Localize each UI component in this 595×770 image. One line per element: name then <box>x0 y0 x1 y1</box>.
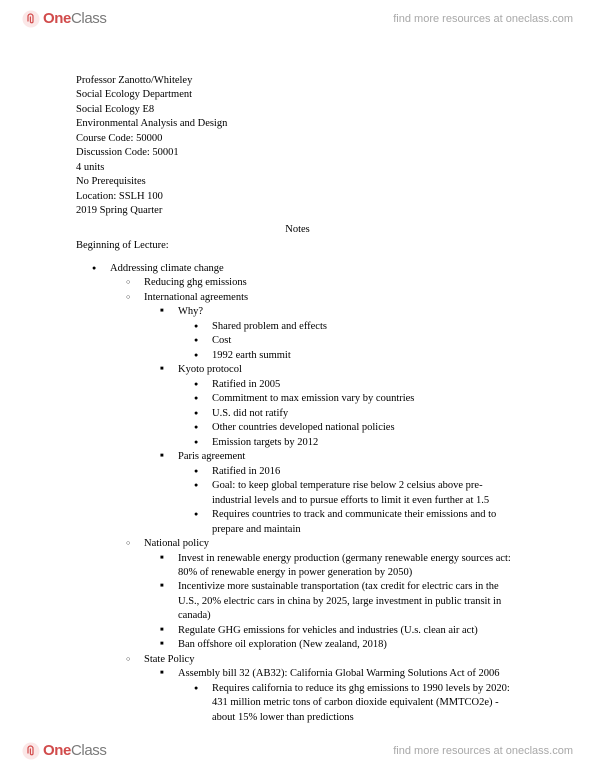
list-item: Ratified in 2016 <box>212 465 519 479</box>
list-item: Shared problem and effects <box>212 320 519 334</box>
paperclip-icon <box>22 742 40 760</box>
list-item: National policy Invest in renewable ener… <box>144 537 519 653</box>
outline-text: Invest in renewable energy production (g… <box>178 553 511 578</box>
outline-text: Emission targets by 2012 <box>212 437 318 448</box>
outline-text: Requires countries to track and communic… <box>212 509 496 534</box>
list-item: Requires countries to track and communic… <box>212 508 519 537</box>
brand-logo-footer: OneClass <box>22 742 107 760</box>
list-item: Other countries developed national polic… <box>212 421 519 435</box>
outline-l1b-iii: Paris agreement <box>178 451 245 462</box>
outline-l1a: Reducing ghg emissions <box>144 277 247 288</box>
outline-level-4: Ratified in 2005 Commitment to max emiss… <box>178 378 519 450</box>
list-item: Why? Shared problem and effects Cost 199… <box>178 305 519 363</box>
header-bar: OneClass find more resources at oneclass… <box>0 0 595 38</box>
outline-level-3: Assembly bill 32 (AB32): California Glob… <box>144 667 519 725</box>
instructor-line: Professor Zanotto/Whiteley <box>76 74 519 88</box>
outline-text: Incentivize more sustainable transportat… <box>178 581 501 621</box>
outline-l1d: State Policy <box>144 654 194 665</box>
outline-text: Other countries developed national polic… <box>212 422 395 433</box>
outline-l1b: International agreements <box>144 292 248 303</box>
outline-text: U.S. did not ratify <box>212 408 288 419</box>
list-item: Addressing climate change Reducing ghg e… <box>110 262 519 726</box>
discussion-code-line: Discussion Code: 50001 <box>76 146 519 160</box>
list-item: Emission targets by 2012 <box>212 436 519 450</box>
outline-text: 1992 earth summit <box>212 350 291 361</box>
list-item: Commitment to max emission vary by count… <box>212 392 519 406</box>
list-item: Cost <box>212 334 519 348</box>
department-line: Social Ecology Department <box>76 88 519 102</box>
brand-part2: Class <box>71 742 107 759</box>
outline-level-1: Addressing climate change Reducing ghg e… <box>76 262 519 726</box>
outline-text: Ban offshore oil exploration (New zealan… <box>178 639 387 650</box>
footer-tagline: find more resources at oneclass.com <box>393 745 573 757</box>
outline-l1b-ii: Kyoto protocol <box>178 364 242 375</box>
outline-text: Regulate GHG emissions for vehicles and … <box>178 625 478 636</box>
header-tagline: find more resources at oneclass.com <box>393 13 573 25</box>
list-item: Reducing ghg emissions <box>144 276 519 290</box>
list-item: Incentivize more sustainable transportat… <box>178 580 519 623</box>
outline-level-4: Shared problem and effects Cost 1992 ear… <box>178 320 519 363</box>
outline-text: Assembly bill 32 (AB32): California Glob… <box>178 668 500 679</box>
beginning-of-lecture-line: Beginning of Lecture: <box>76 239 519 253</box>
list-item: Goal: to keep global temperature rise be… <box>212 479 519 508</box>
outline-text: Commitment to max emission vary by count… <box>212 393 414 404</box>
list-item: Ratified in 2005 <box>212 378 519 392</box>
outline-text: Cost <box>212 335 231 346</box>
brand-part1: One <box>43 10 71 27</box>
outline-text: Shared problem and effects <box>212 321 327 332</box>
units-line: 4 units <box>76 161 519 175</box>
outline-level-3: Why? Shared problem and effects Cost 199… <box>144 305 519 537</box>
brand-part1: One <box>43 742 71 759</box>
outline-l1c: National policy <box>144 538 209 549</box>
course-title-line: Environmental Analysis and Design <box>76 117 519 131</box>
brand-text-footer: OneClass <box>43 742 107 760</box>
brand-part2: Class <box>71 10 107 27</box>
prereq-line: No Prerequisites <box>76 175 519 189</box>
outline-l1b-i: Why? <box>178 306 203 317</box>
term-line: 2019 Spring Quarter <box>76 204 519 218</box>
spacer <box>76 254 519 262</box>
outline-level-4: Requires california to reduce its ghg em… <box>178 682 519 725</box>
list-item: Paris agreement Ratified in 2016 Goal: t… <box>178 450 519 537</box>
course-info-block: Professor Zanotto/Whiteley Social Ecolog… <box>76 74 519 219</box>
brand-text: OneClass <box>43 10 107 28</box>
outline-level-3: Invest in renewable energy production (g… <box>144 552 519 653</box>
notes-heading: Notes <box>76 223 519 237</box>
location-line: Location: SSLH 100 <box>76 190 519 204</box>
outline-level-2: Reducing ghg emissions International agr… <box>110 276 519 725</box>
outline-level-4: Ratified in 2016 Goal: to keep global te… <box>178 465 519 537</box>
list-item: Regulate GHG emissions for vehicles and … <box>178 624 519 638</box>
list-item: 1992 earth summit <box>212 349 519 363</box>
list-item: Kyoto protocol Ratified in 2005 Commitme… <box>178 363 519 450</box>
list-item: Ban offshore oil exploration (New zealan… <box>178 638 519 652</box>
outline-text: Ratified in 2005 <box>212 379 280 390</box>
outline-l1: Addressing climate change <box>110 263 224 274</box>
list-item: Requires california to reduce its ghg em… <box>212 682 519 725</box>
footer-bar: OneClass find more resources at oneclass… <box>0 732 595 770</box>
list-item: Invest in renewable energy production (g… <box>178 552 519 581</box>
outline-text: Requires california to reduce its ghg em… <box>212 683 510 723</box>
outline-text: Ratified in 2016 <box>212 466 280 477</box>
course-name-line: Social Ecology E8 <box>76 103 519 117</box>
outline-text: Goal: to keep global temperature rise be… <box>212 480 489 505</box>
brand-logo: OneClass <box>22 10 107 28</box>
list-item: State Policy Assembly bill 32 (AB32): Ca… <box>144 653 519 725</box>
list-item: International agreements Why? Shared pro… <box>144 291 519 537</box>
course-code-line: Course Code: 50000 <box>76 132 519 146</box>
list-item: Assembly bill 32 (AB32): California Glob… <box>178 667 519 725</box>
paperclip-icon <box>22 10 40 28</box>
document-body: Professor Zanotto/Whiteley Social Ecolog… <box>76 74 519 725</box>
list-item: U.S. did not ratify <box>212 407 519 421</box>
